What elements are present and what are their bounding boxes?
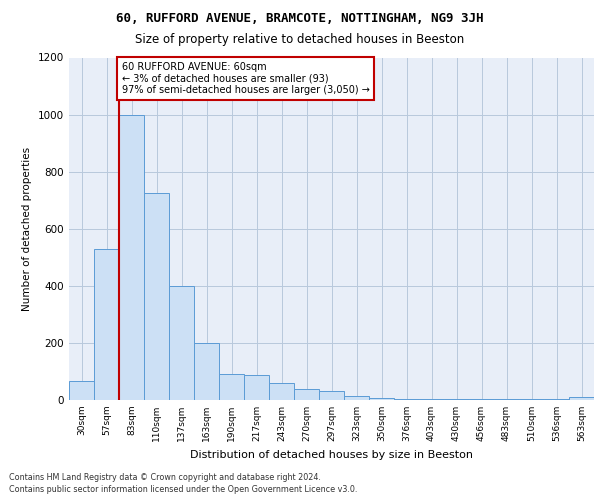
Y-axis label: Number of detached properties: Number of detached properties <box>22 146 32 311</box>
Bar <box>219 374 244 400</box>
Bar <box>69 382 94 400</box>
Bar <box>244 375 269 400</box>
Bar <box>369 398 394 400</box>
Bar <box>194 344 219 400</box>
Bar <box>169 286 194 400</box>
Text: Size of property relative to detached houses in Beeston: Size of property relative to detached ho… <box>136 32 464 46</box>
Bar <box>269 384 294 400</box>
Bar <box>94 250 119 400</box>
Bar <box>119 114 144 400</box>
Bar <box>344 396 369 400</box>
Bar <box>319 392 344 400</box>
Bar <box>419 399 444 400</box>
Bar <box>144 193 169 400</box>
Text: 60, RUFFORD AVENUE, BRAMCOTE, NOTTINGHAM, NG9 3JH: 60, RUFFORD AVENUE, BRAMCOTE, NOTTINGHAM… <box>116 12 484 26</box>
Text: Contains HM Land Registry data © Crown copyright and database right 2024.: Contains HM Land Registry data © Crown c… <box>9 472 321 482</box>
Bar <box>294 389 319 400</box>
X-axis label: Distribution of detached houses by size in Beeston: Distribution of detached houses by size … <box>190 450 473 460</box>
Text: Contains public sector information licensed under the Open Government Licence v3: Contains public sector information licen… <box>9 485 358 494</box>
Text: 60 RUFFORD AVENUE: 60sqm
← 3% of detached houses are smaller (93)
97% of semi-de: 60 RUFFORD AVENUE: 60sqm ← 3% of detache… <box>121 62 370 95</box>
Bar <box>569 396 594 400</box>
Bar <box>394 398 419 400</box>
